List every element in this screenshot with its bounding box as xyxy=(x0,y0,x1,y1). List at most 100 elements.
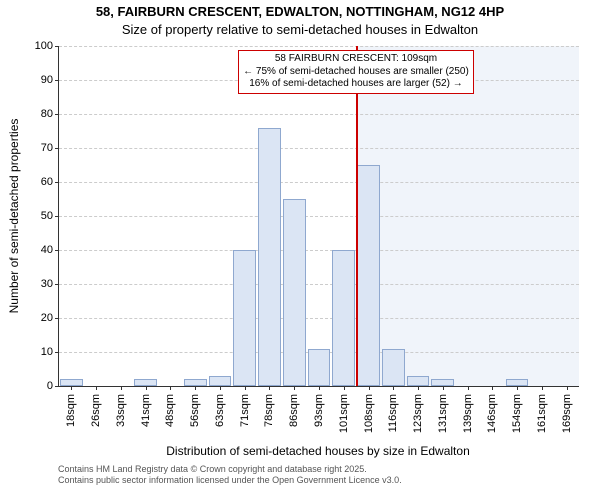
x-tick-mark xyxy=(344,386,345,390)
x-tick-label: 41sqm xyxy=(140,394,152,427)
x-tick-label: 161sqm xyxy=(536,394,548,433)
x-tick-mark xyxy=(146,386,147,390)
y-tick-mark xyxy=(55,46,59,47)
histogram-bar xyxy=(357,165,380,386)
x-tick-mark xyxy=(121,386,122,390)
gridline xyxy=(59,216,579,217)
x-tick-label: 146sqm xyxy=(486,394,498,433)
histogram-bar xyxy=(60,379,83,386)
annotation-line1: 58 FAIRBURN CRESCENT: 109sqm xyxy=(243,53,469,66)
gridline xyxy=(59,182,579,183)
annotation-callout: 58 FAIRBURN CRESCENT: 109sqm← 75% of sem… xyxy=(238,50,474,94)
x-tick-label: 93sqm xyxy=(313,394,325,427)
x-tick-mark xyxy=(195,386,196,390)
y-tick-label: 60 xyxy=(27,176,53,188)
x-tick-mark xyxy=(220,386,221,390)
x-tick-label: 139sqm xyxy=(462,394,474,433)
x-tick-mark xyxy=(245,386,246,390)
plot-area: 010203040506070809010018sqm26sqm33sqm41s… xyxy=(58,46,579,387)
x-tick-label: 116sqm xyxy=(387,394,399,432)
histogram-bar xyxy=(184,379,207,386)
histogram-bar xyxy=(258,128,281,386)
histogram-bar xyxy=(308,349,331,386)
x-tick-mark xyxy=(443,386,444,390)
annotation-line3: 16% of semi-detached houses are larger (… xyxy=(243,78,469,91)
x-tick-label: 18sqm xyxy=(65,394,77,427)
x-tick-mark xyxy=(269,386,270,390)
x-tick-mark xyxy=(96,386,97,390)
y-tick-label: 40 xyxy=(27,244,53,256)
y-tick-label: 10 xyxy=(27,346,53,358)
y-tick-mark xyxy=(55,250,59,251)
x-tick-mark xyxy=(517,386,518,390)
histogram-bar xyxy=(233,250,256,386)
gridline xyxy=(59,114,579,115)
y-tick-label: 30 xyxy=(27,278,53,290)
x-tick-mark xyxy=(468,386,469,390)
x-tick-label: 108sqm xyxy=(363,394,375,433)
y-tick-label: 80 xyxy=(27,108,53,120)
gridline xyxy=(59,46,579,47)
y-tick-mark xyxy=(55,148,59,149)
x-tick-label: 86sqm xyxy=(288,394,300,427)
x-tick-label: 131sqm xyxy=(437,394,449,433)
x-tick-label: 48sqm xyxy=(164,394,176,427)
property-marker-line xyxy=(356,46,358,386)
x-tick-mark xyxy=(369,386,370,390)
y-tick-mark xyxy=(55,80,59,81)
x-tick-mark xyxy=(492,386,493,390)
x-tick-label: 169sqm xyxy=(561,394,573,433)
y-tick-label: 20 xyxy=(27,312,53,324)
histogram-bar xyxy=(382,349,405,386)
y-axis-label: Number of semi-detached properties xyxy=(7,119,21,314)
y-tick-mark xyxy=(55,114,59,115)
gridline xyxy=(59,250,579,251)
chart-container: 58, FAIRBURN CRESCENT, EDWALTON, NOTTING… xyxy=(0,0,600,500)
x-tick-label: 78sqm xyxy=(263,394,275,427)
x-tick-mark xyxy=(294,386,295,390)
x-tick-label: 71sqm xyxy=(239,394,251,427)
x-tick-mark xyxy=(170,386,171,390)
x-tick-mark xyxy=(71,386,72,390)
x-tick-label: 123sqm xyxy=(412,394,424,433)
annotation-line2: ← 75% of semi-detached houses are smalle… xyxy=(243,66,469,79)
x-tick-mark xyxy=(542,386,543,390)
footer-line2: Contains public sector information licen… xyxy=(58,475,402,486)
x-tick-label: 154sqm xyxy=(511,394,523,433)
x-tick-label: 101sqm xyxy=(338,394,350,433)
x-tick-mark xyxy=(418,386,419,390)
x-tick-mark xyxy=(567,386,568,390)
gridline xyxy=(59,148,579,149)
histogram-bar xyxy=(134,379,157,386)
x-tick-label: 63sqm xyxy=(214,394,226,427)
histogram-bar xyxy=(283,199,306,386)
y-tick-label: 0 xyxy=(27,380,53,392)
y-tick-mark xyxy=(55,352,59,353)
x-axis-label: Distribution of semi-detached houses by … xyxy=(58,444,578,458)
histogram-bar xyxy=(332,250,355,386)
gridline xyxy=(59,284,579,285)
chart-title-line1: 58, FAIRBURN CRESCENT, EDWALTON, NOTTING… xyxy=(0,4,600,19)
histogram-bar xyxy=(407,376,430,386)
y-tick-label: 90 xyxy=(27,74,53,86)
x-tick-label: 56sqm xyxy=(189,394,201,427)
histogram-bar xyxy=(209,376,232,386)
x-tick-mark xyxy=(319,386,320,390)
y-tick-mark xyxy=(55,284,59,285)
x-tick-label: 26sqm xyxy=(90,394,102,427)
y-tick-label: 70 xyxy=(27,142,53,154)
footer-line1: Contains HM Land Registry data © Crown c… xyxy=(58,464,402,475)
histogram-bar xyxy=(506,379,529,386)
attribution-footer: Contains HM Land Registry data © Crown c… xyxy=(58,464,402,486)
x-tick-mark xyxy=(393,386,394,390)
y-tick-mark xyxy=(55,216,59,217)
gridline xyxy=(59,318,579,319)
x-tick-label: 33sqm xyxy=(115,394,127,427)
y-tick-label: 50 xyxy=(27,210,53,222)
y-tick-mark xyxy=(55,386,59,387)
histogram-bar xyxy=(431,379,454,386)
y-tick-label: 100 xyxy=(27,40,53,52)
y-tick-mark xyxy=(55,182,59,183)
y-tick-mark xyxy=(55,318,59,319)
chart-title-line2: Size of property relative to semi-detach… xyxy=(0,22,600,37)
